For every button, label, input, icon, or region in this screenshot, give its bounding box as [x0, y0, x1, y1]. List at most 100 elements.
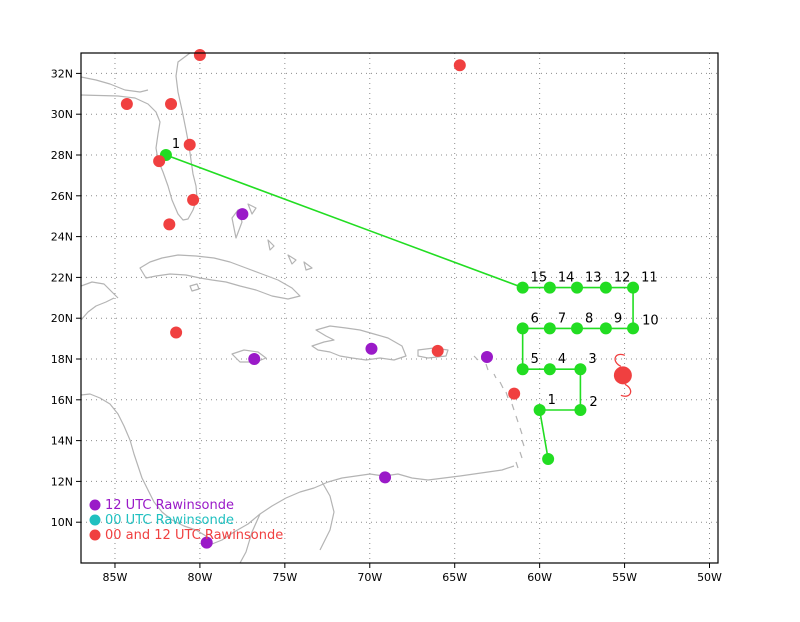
x-tick-label: 60W: [527, 571, 552, 584]
flight-waypoint: [516, 322, 529, 335]
y-tick-label: 18N: [51, 353, 73, 366]
waypoint-label: 12: [614, 271, 631, 286]
x-tick-label: 75W: [272, 571, 297, 584]
flight-waypoint: [574, 404, 587, 416]
flight-waypoint: [627, 281, 640, 294]
coastline-yucatan: [81, 297, 115, 321]
coastline-bahamas: [231, 203, 313, 271]
y-tick-label: 12N: [51, 475, 73, 488]
x-tick-label: 70W: [357, 571, 382, 584]
flight-waypoint: [516, 363, 529, 376]
flight-waypoint: [543, 281, 556, 294]
waypoint-label: 5: [531, 352, 539, 367]
rawinsonde-00-12utc-marker: [183, 138, 196, 151]
x-tick-label: 65W: [442, 571, 467, 584]
x-tick-label: 50W: [697, 571, 722, 584]
rawinsonde-00-12utc-marker: [170, 326, 183, 339]
y-tick-label: 16N: [51, 394, 73, 407]
legend-label: 12 UTC Rawinsonde: [105, 498, 234, 513]
waypoint-label: 1: [172, 137, 180, 152]
y-tick-label: 14N: [51, 435, 73, 448]
y-tick-label: 30N: [51, 108, 73, 121]
coastline-hispaniola: [311, 325, 407, 361]
y-tick-label: 26N: [51, 190, 73, 203]
storm-layer: [613, 353, 632, 397]
coastline-central-america: [81, 281, 213, 545]
waypoint-label: 11: [641, 271, 658, 286]
x-tick-label: 85W: [103, 571, 128, 584]
coastline-cuba: [139, 254, 301, 300]
legend-label: 00 UTC Rawinsonde: [105, 513, 234, 528]
legend-marker: [89, 514, 101, 526]
flight-waypoint: [533, 404, 546, 416]
coastline-isle-of-youth: [189, 283, 200, 292]
y-tick-label: 20N: [51, 312, 73, 325]
coastline-jamaica: [231, 349, 267, 363]
rawinsonde-00-12utc-marker: [163, 218, 176, 231]
waypoint-label: 8: [585, 311, 593, 326]
waypoint-label: 3: [588, 352, 596, 367]
flight-waypoint: [543, 363, 556, 376]
waypoint-label: 2: [589, 395, 597, 410]
waypoint-label: 10: [642, 313, 659, 328]
legend-marker: [89, 499, 101, 511]
waypoint-label: 14: [558, 271, 575, 286]
rawinsonde-12utc-marker: [365, 342, 378, 355]
axis-layer: 85W 80W 75W 70W 65W 60W 55W 50W 10N 12N 14N 16N 18N 2…: [51, 67, 722, 584]
flight-waypoint: [574, 363, 587, 376]
coastline-gulf-north: [81, 76, 149, 93]
coastline-layer: [81, 53, 525, 563]
waypoint-label: 15: [531, 271, 548, 286]
y-tick-label: 10N: [51, 516, 73, 529]
rawinsonde-12utc-marker: [200, 536, 213, 549]
plot-frame: [80, 52, 719, 564]
waypoint-label: 4: [558, 352, 566, 367]
waypoint-label: 6: [531, 311, 539, 326]
flight-waypoint: [599, 322, 612, 335]
y-tick-label: 28N: [51, 149, 73, 162]
rawinsonde-12utc-marker: [379, 471, 392, 484]
rawinsonde-00-12utc-marker: [187, 193, 200, 206]
rawinsonde-markers-layer: [120, 49, 521, 549]
coastline-venezuela-inland: [239, 481, 335, 563]
waypoint-label: 7: [558, 311, 566, 326]
legend-label: 00 and 12 UTC Rawinsonde: [105, 528, 283, 543]
storm-symbol-arm: [620, 383, 632, 397]
flight-waypoint: [599, 281, 612, 294]
rawinsonde-00-12utc-marker: [165, 98, 178, 110]
rawinsonde-00-12utc-marker: [120, 98, 133, 110]
flight-waypoint: [571, 281, 584, 294]
storm-symbol-center: [613, 366, 632, 385]
flight-waypoint: [543, 322, 556, 335]
coastline-florida: [81, 53, 198, 221]
plot-background: [81, 53, 718, 563]
coastline-lesser-antilles: [473, 355, 525, 469]
grid-layer: [81, 53, 718, 563]
y-tick-label: 24N: [51, 231, 73, 244]
storm-symbol-arm: [614, 353, 626, 367]
rawinsonde-00-12utc-marker: [193, 49, 206, 62]
x-tick-label: 55W: [612, 571, 637, 584]
coastline-south-america: [211, 465, 515, 545]
flight-waypoint: [542, 452, 555, 465]
y-tick-label: 32N: [51, 67, 73, 80]
rawinsonde-12utc-marker: [248, 353, 261, 365]
waypoint-label: 13: [585, 271, 602, 286]
x-tick-label: 80W: [187, 571, 212, 584]
legend-marker: [89, 529, 101, 541]
flight-waypoint: [627, 322, 640, 335]
rawinsonde-12utc-marker: [480, 350, 493, 363]
rawinsonde-00-12utc-marker: [153, 155, 166, 168]
rawinsonde-00-12utc-marker: [431, 344, 444, 357]
y-tick-label: 22N: [51, 271, 73, 284]
rawinsonde-12utc-marker: [236, 208, 249, 221]
rawinsonde-00-12utc-marker: [508, 387, 521, 400]
flight-waypoint: [516, 281, 529, 294]
waypoint-label: 9: [614, 311, 622, 326]
flight-track-layer: 1 15 14 13 12 11 10 9 8 7 6 5 4 3 2 1: [159, 137, 659, 465]
waypoint-label: 1: [548, 393, 556, 408]
flight-waypoint: [571, 322, 584, 335]
rawinsonde-00-12utc-marker: [453, 59, 466, 72]
